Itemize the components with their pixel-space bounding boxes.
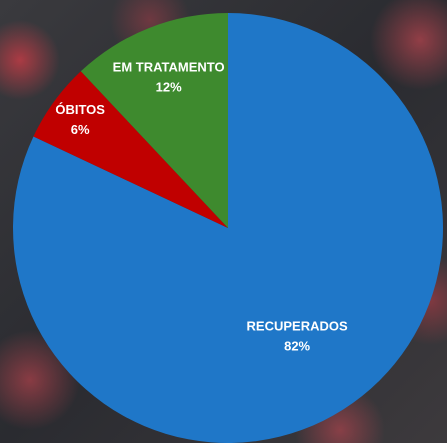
- slice-label: EM TRATAMENTO: [113, 60, 225, 75]
- slice-label: ÓBITOS: [55, 102, 105, 117]
- slice-value-label: 6%: [71, 122, 90, 137]
- chart: RECUPERADOS 82% ÓBITOS 6% EM TRATAMENTO 12%: [0, 0, 447, 443]
- page: {"chart_data": {"type": "pie", "categori…: [0, 0, 447, 443]
- slice-label: RECUPERADOS: [247, 318, 348, 333]
- slice-value-label: 82%: [284, 338, 310, 353]
- slice-value-label: 12%: [156, 80, 182, 95]
